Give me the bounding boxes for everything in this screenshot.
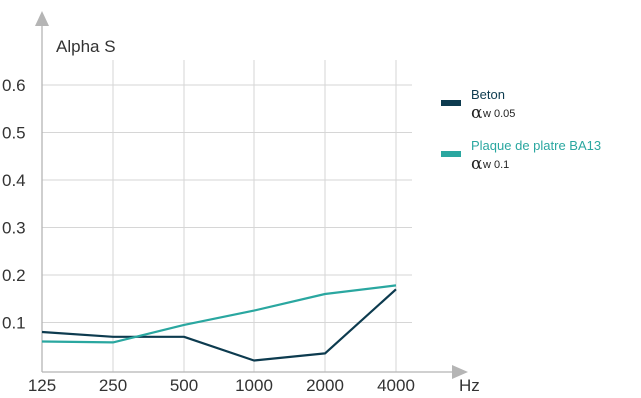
- y-tick-label: 0.2: [2, 266, 26, 285]
- grid: [42, 60, 412, 372]
- y-axis-arrow: [35, 11, 49, 26]
- series-line-1: [41, 284, 397, 344]
- legend-swatch: [441, 151, 461, 157]
- x-axis-arrow: [452, 365, 468, 379]
- legend-label: Beton: [471, 87, 505, 102]
- x-tick-label: 4000: [377, 376, 415, 395]
- series-lines: [41, 284, 397, 362]
- x-tick-label: 500: [170, 376, 198, 395]
- x-tick-label: 2000: [306, 376, 344, 395]
- legend-alpha-symbol: α: [471, 154, 483, 174]
- y-tick-label: 0.5: [2, 124, 26, 143]
- y-tick-label: 0.6: [2, 76, 26, 95]
- y-tick-label: 0.4: [2, 171, 26, 190]
- legend-label: Plaque de platre BA13: [471, 138, 601, 153]
- x-tick-label: 250: [99, 376, 127, 395]
- x-axis-label: Hz: [459, 376, 480, 395]
- y-tick-label: 0.3: [2, 219, 26, 238]
- legend-swatch: [441, 100, 461, 106]
- legend-alpha-symbol: α: [471, 103, 483, 123]
- tick-labels: 0.1 0.2 0.3 0.4 0.5 0.6 125 250 500 1000 2000 4000: [2, 76, 415, 395]
- y-tick-label: 0.1: [2, 314, 26, 333]
- series-line-0: [41, 288, 397, 362]
- axes: [35, 11, 468, 379]
- legend-alpha-value: w 0.05: [482, 108, 515, 120]
- x-tick-label: 1000: [235, 376, 273, 395]
- legend-alpha-value: w 0.1: [482, 159, 509, 171]
- y-axis-label: Alpha S: [56, 37, 116, 56]
- x-tick-label: 125: [28, 376, 56, 395]
